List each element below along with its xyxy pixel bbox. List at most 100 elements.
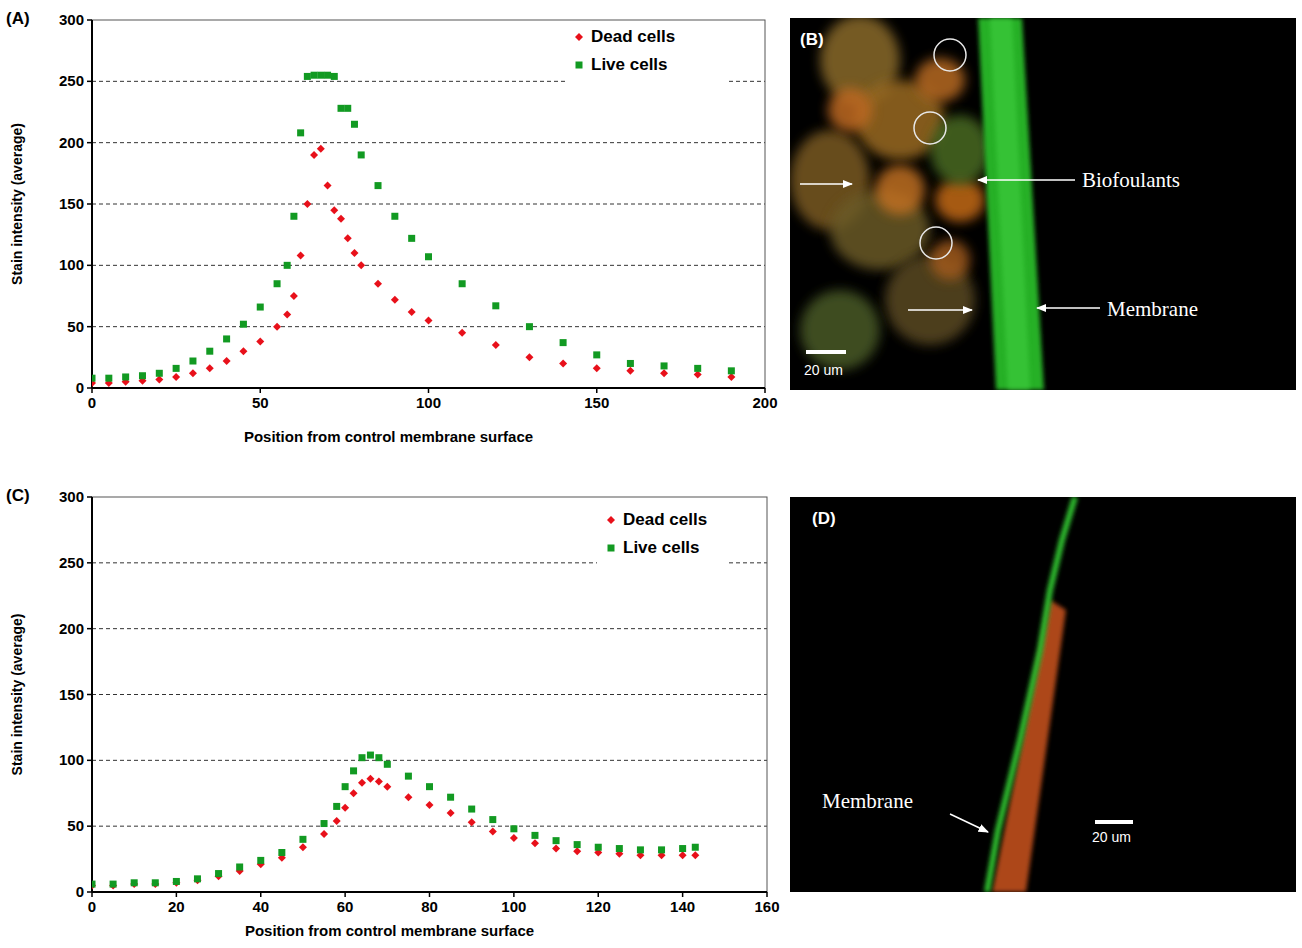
point [573,847,581,855]
point [92,881,96,889]
y-tick-label: 250 [59,72,84,89]
panel-letter: (A) [6,9,30,28]
point [350,249,358,257]
y-tick-label: 0 [76,883,84,900]
legend-label: Dead cells [591,27,675,46]
y-tick-label: 50 [67,318,84,335]
grid-line [92,628,767,629]
point [391,296,399,304]
grid-line [92,265,765,266]
y-tick-label: 250 [59,554,84,571]
point [223,357,231,365]
x-tick-label: 160 [754,898,779,915]
point [404,793,412,801]
point [350,789,358,797]
grid-line [92,142,765,143]
foulant-blob [915,58,965,102]
point [189,358,196,365]
y-tick [87,81,92,83]
x-tick [260,388,262,393]
micrograph-b: (B)BiofoulantsMembrane20 um [790,15,1296,390]
legend-bg [597,505,729,567]
arrow [950,814,988,832]
arrow [908,309,972,311]
point [110,881,117,888]
point [694,365,701,372]
y-tick [87,628,92,630]
point [257,304,264,311]
point [559,359,567,367]
point [560,339,567,346]
point [338,105,345,112]
x-tick-label: 100 [501,898,526,915]
point [679,851,687,859]
point [240,321,247,328]
point [131,879,138,886]
point [105,375,112,382]
grid-line [92,826,767,827]
x-tick-label: 100 [416,394,441,411]
y-tick [87,825,92,827]
point [660,369,668,377]
point [172,373,180,381]
point [344,105,351,112]
micrograph-content [790,18,1296,390]
point [405,773,412,780]
point [358,779,366,787]
x-tick [91,388,93,393]
point [172,879,180,887]
legend-marker [608,545,615,552]
y-tick-label: 150 [59,686,84,703]
point [425,317,433,325]
point [290,292,298,300]
x-tick [429,892,431,897]
arrow [800,183,852,185]
point [311,72,318,79]
point [333,817,341,825]
grid-line [92,204,765,205]
point [223,335,230,342]
figure: 050100150200250300050100150200Position f… [0,0,1302,948]
point [109,881,117,889]
chart: 050100150200250300020406080100120140160P… [6,486,780,939]
point [284,262,291,269]
point [122,373,129,380]
y-tick [87,326,92,328]
point [728,367,735,374]
point [383,783,391,791]
point [324,182,332,190]
y-tick [87,760,92,762]
image-label: Membrane [822,789,913,813]
y-tick [87,265,92,267]
point [310,151,318,159]
y-tick-label: 100 [59,751,84,768]
point [627,360,634,367]
panel-letter: (C) [6,486,30,505]
micrograph-d: (D)Membrane20 um [790,497,1296,892]
point [367,752,374,759]
scale-bar [806,350,846,354]
y-axis-title: Stain intensity (average) [9,123,25,285]
point [593,351,600,358]
legend-marker [576,62,583,69]
membrane-band [978,18,1044,390]
y-tick-label: 50 [67,817,84,834]
point [468,806,475,813]
point [152,879,159,886]
y-tick-label: 150 [59,195,84,212]
point [552,845,560,853]
point [206,364,214,372]
point [173,365,180,372]
point [661,362,668,369]
x-tick [260,892,262,897]
x-tick-label: 120 [586,898,611,915]
point [92,881,96,888]
y-tick [87,19,92,21]
x-tick [682,892,684,897]
point [193,876,201,884]
point [375,777,383,785]
point [492,341,500,349]
y-tick-label: 200 [59,134,84,151]
point [459,280,466,287]
point [206,348,213,355]
